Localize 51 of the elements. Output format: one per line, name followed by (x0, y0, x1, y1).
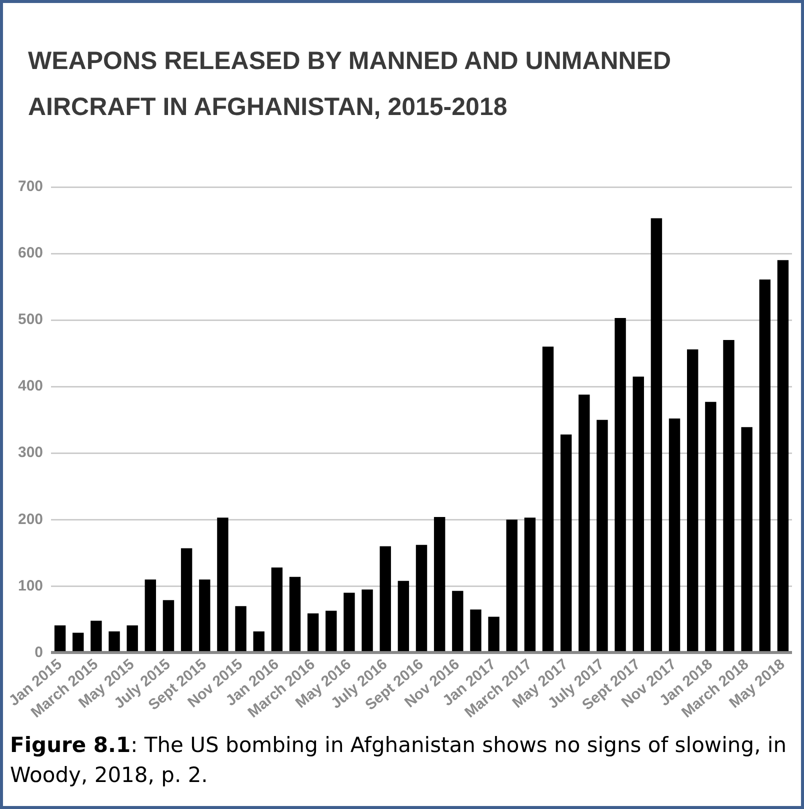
bar (705, 402, 716, 652)
bar (416, 544, 428, 652)
y-tick-label: 300 (18, 444, 44, 462)
bar (326, 610, 337, 652)
bar (72, 632, 84, 652)
bar (632, 376, 644, 652)
bar (253, 631, 264, 652)
bar (560, 434, 572, 652)
y-tick-label: 400 (18, 378, 44, 395)
bar (199, 580, 210, 652)
bar (380, 546, 391, 652)
bar (614, 318, 626, 652)
bar (235, 606, 246, 652)
bar (90, 620, 102, 652)
bar (108, 631, 120, 652)
bar (596, 420, 608, 652)
bar (578, 394, 590, 652)
y-tick-label: 0 (34, 644, 44, 661)
bar (362, 589, 373, 652)
bar (452, 590, 464, 652)
bar (162, 600, 174, 652)
bar (180, 548, 192, 652)
bar (470, 609, 482, 652)
caption: Figure 8.1: The US bombing in Afghanistan shows no signs of slowing, in Woody, 2018, p. 2. (10, 733, 787, 787)
bar (307, 613, 319, 652)
bar (668, 418, 680, 652)
bar (506, 520, 518, 652)
bar (434, 516, 446, 652)
bar (488, 616, 500, 652)
bar (289, 576, 301, 652)
bar (271, 568, 283, 652)
bar (398, 580, 410, 652)
bar (126, 625, 138, 652)
y-tick-label: 600 (18, 244, 44, 262)
bar (144, 580, 156, 652)
bar (687, 349, 698, 652)
bar (524, 518, 536, 652)
bar (759, 279, 770, 652)
chart-title: WEAPONS RELEASED BY MANNED AND UNMANNED AIRCRAFT IN AFGHANISTAN, 2015-2018 (28, 46, 672, 123)
y-tick-label: 100 (18, 577, 44, 594)
y-tick-label: 200 (18, 510, 44, 528)
bar (723, 340, 734, 652)
bar (344, 592, 355, 652)
y-tick-label: 500 (18, 311, 44, 328)
bar (217, 518, 228, 652)
bar (54, 625, 66, 652)
y-tick-label: 700 (18, 178, 44, 196)
bar (650, 218, 662, 652)
bar (741, 427, 752, 652)
bar (542, 346, 554, 652)
bar (777, 260, 789, 652)
